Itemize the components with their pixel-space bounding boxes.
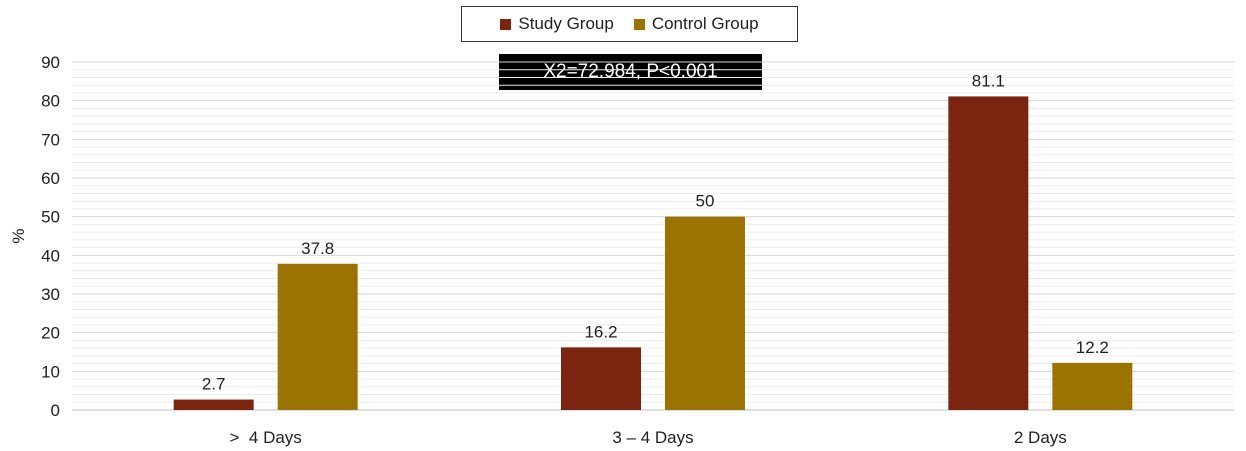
legend-item-study: Study Group (500, 14, 614, 34)
bar-study (173, 399, 254, 410)
chi-square-annotation: X2=72.984, P<0.001 (499, 54, 762, 90)
bar-control (277, 263, 358, 410)
data-label-study: 16.2 (584, 322, 617, 341)
y-axis-label: % (9, 228, 28, 243)
data-label-control: 37.8 (301, 239, 334, 258)
bar-study (561, 347, 641, 410)
data-label-control: 50 (696, 192, 715, 211)
data-label-study: 81.1 (972, 71, 1005, 90)
data-label-study: 2.7 (202, 375, 226, 394)
y-tick-label: 40 (41, 246, 60, 265)
bar-control (1052, 362, 1133, 410)
y-tick-label: 50 (41, 208, 60, 227)
bar-study (948, 96, 1029, 410)
legend-label-control: Control Group (651, 14, 759, 33)
data-label-control: 12.2 (1076, 338, 1109, 357)
y-tick-label: 10 (41, 362, 60, 381)
x-tick-label: 2 Days (1014, 428, 1067, 447)
legend-swatch-study (500, 18, 512, 30)
x-tick-label: > 4 Days (230, 428, 302, 447)
y-tick-label: 80 (41, 92, 60, 111)
y-tick-label: 20 (41, 324, 60, 343)
x-tick-label: 3 – 4 Days (612, 428, 693, 447)
legend-label-study: Study Group (518, 14, 614, 33)
y-tick-label: 0 (51, 401, 60, 420)
legend-swatch-control (633, 18, 645, 30)
y-tick-label: 70 (41, 130, 60, 149)
bar-control (665, 216, 745, 410)
legend: Study Group Control Group (461, 6, 798, 42)
y-tick-label: 60 (41, 169, 60, 188)
y-tick-label: 90 (41, 53, 60, 72)
y-tick-label: 30 (41, 285, 60, 304)
legend-item-control: Control Group (633, 14, 759, 34)
chi-square-text: X2=72.984, P<0.001 (543, 61, 718, 82)
